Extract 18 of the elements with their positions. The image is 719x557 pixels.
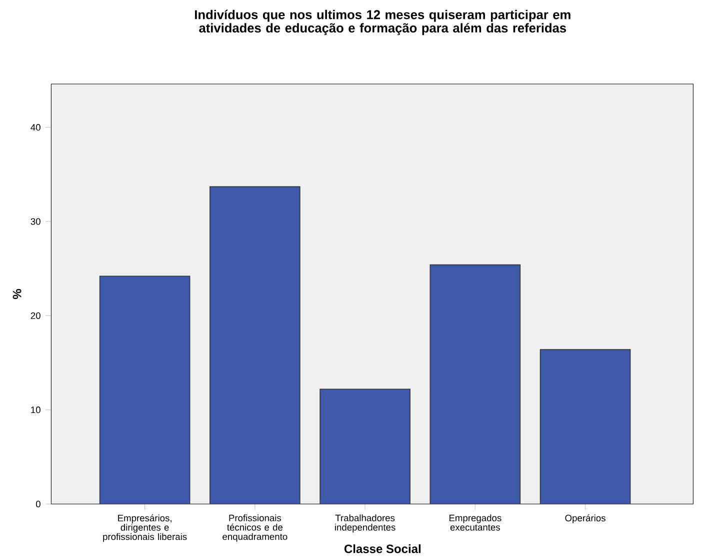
y-tick-label: 20 [30,312,40,319]
y-tick-label: 0 [36,500,40,508]
bar [210,186,300,504]
bar [540,349,631,504]
bar [100,276,190,504]
y-axis-title: % [12,289,22,300]
chart-title: Indivíduos que nos ultimos 12 meses quiseram participar em atividades de educação e formação para além das referidas [195,10,570,36]
y-tick-label: 30 [30,218,40,225]
x-tick-label: Trabalhadores independentes [335,514,396,532]
y-tick-label: 10 [31,406,40,414]
x-axis-title: Classe Social [344,544,420,554]
bar [430,264,520,504]
bar [320,389,410,504]
y-tick-label: 40 [30,124,40,131]
x-tick-label: Profissionais técnicos e de enquadramento [222,514,288,542]
x-tick-label: Empresários, dirigentes e profissionais liberais [103,514,187,542]
x-tick-label: Empregados executantes [449,514,502,531]
x-tick-label: Operários [565,514,606,524]
